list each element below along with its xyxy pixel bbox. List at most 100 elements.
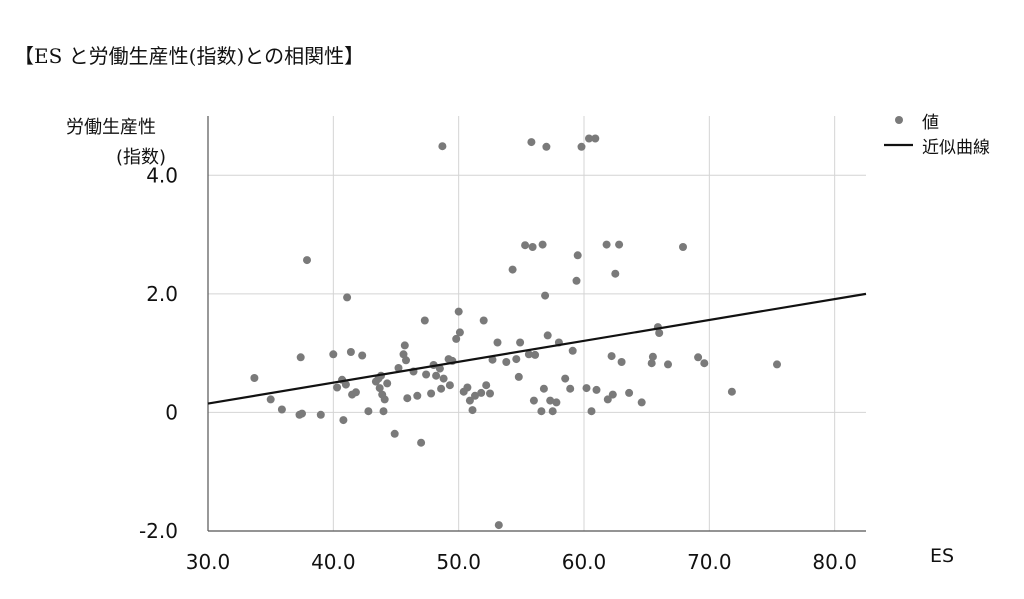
data-point [582,384,591,393]
legend-label-points: 値 [922,113,939,133]
data-point [364,407,373,416]
data-point [333,383,342,392]
data-point [611,269,620,278]
data-point [679,243,687,251]
data-point [648,352,657,361]
data-point [455,328,464,337]
y-tick-label: 2.0 [146,282,178,306]
data-point [400,341,409,350]
x-tick-label: 30.0 [186,550,231,574]
data-point [577,142,586,151]
data-point [413,391,422,400]
data-point [566,384,575,393]
data-point [486,389,494,398]
data-point [528,243,537,251]
data-point [420,316,429,325]
data-point [617,358,626,366]
data-point [403,394,412,403]
data-point [477,388,486,397]
x-tick-label: 60.0 [562,550,607,574]
data-point [531,350,540,359]
data-point [316,410,325,419]
y-axis-label-line-2: (指数) [116,147,167,168]
data-point [488,355,497,364]
data-point [452,334,461,343]
x-tick-label: 80.0 [812,550,857,574]
data-point [512,355,521,364]
x-axis-label: ES [930,545,955,567]
data-point [422,370,431,379]
data-point [339,416,348,425]
data-point [445,381,454,390]
data-point [266,395,275,404]
data-point [585,134,593,143]
data-point [379,407,388,416]
data-point [773,360,781,369]
data-point [521,241,530,250]
data-point [394,364,403,372]
data-point [546,396,555,405]
data-point [402,356,410,365]
fit-line [207,292,867,405]
data-point [607,352,616,361]
data-point [346,348,355,356]
data-point [664,360,672,369]
y-tick-label: -2.0 [139,519,178,543]
data-point [494,521,503,530]
data-point [608,390,617,399]
data-point [592,385,601,394]
data-point [298,409,306,418]
data-point [437,384,446,393]
data-point [417,438,426,447]
data-point [375,384,384,393]
data-point [591,134,600,143]
data-point [603,395,612,404]
data-point [399,350,408,359]
data-point [572,276,581,285]
data-point [383,379,392,388]
data-point [296,353,305,362]
data-point [468,406,477,415]
data-point [343,293,352,302]
data-point [694,353,703,362]
data-point [463,383,472,392]
legend [884,116,913,147]
data-point [537,407,546,416]
data-point [479,316,488,325]
grid-lines [208,116,866,531]
data-point [561,374,570,383]
x-tick-label: 70.0 [687,550,732,574]
data-point [615,240,624,249]
legend-label-fit-line: 近似曲線 [922,138,990,158]
tick-labels: 30.0 40.0 50.0 60.0 70.0 80.0 -2.0 0 2.0 4.0 [139,163,857,574]
legend-marker-points [895,116,903,124]
data-point [727,387,736,396]
data-point [482,381,491,390]
y-tick-label: 4.0 [146,163,178,187]
data-point [647,359,656,368]
data-point [514,372,523,381]
data-point [380,395,389,404]
data-point [471,391,479,400]
page-title: 【ES と労働生産性(指数)との相関性】 [14,44,365,68]
data-point [625,388,634,397]
axes [207,116,866,532]
data-point [427,389,436,398]
data-point [602,240,611,249]
y-axis-label-line-1: 労働生産性 [66,117,156,138]
data-point [351,388,360,397]
data-point [700,359,709,368]
data-point [439,374,448,383]
data-point [465,396,474,405]
y-tick-label: 0 [165,400,178,424]
data-point [548,407,557,416]
data-point [438,142,447,151]
data-point [524,350,533,359]
data-point [527,138,536,147]
data-point [573,251,582,260]
data-point [655,329,664,337]
x-tick-label: 50.0 [436,550,481,574]
data-point [250,374,259,382]
data-point [587,407,596,416]
